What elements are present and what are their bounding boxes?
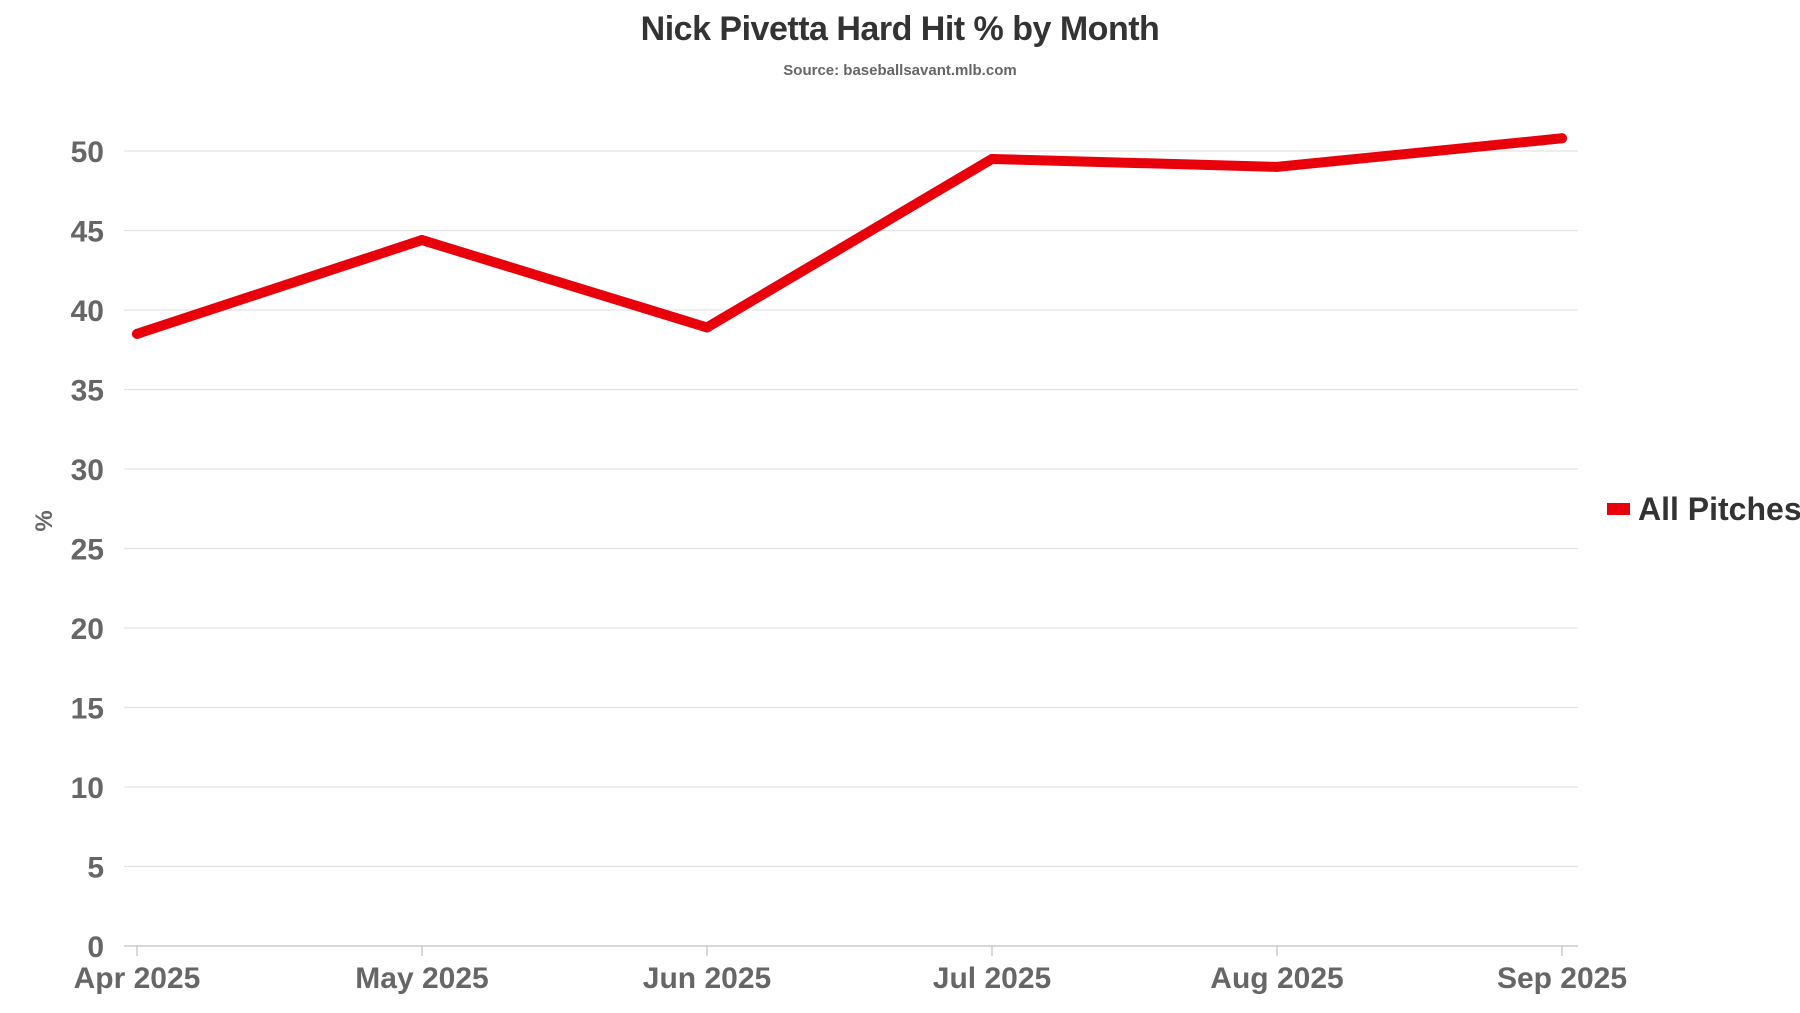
y-tick-label: 20 [71, 613, 104, 646]
data-point [417, 235, 427, 246]
x-tick-label: Sep 2025 [1497, 962, 1627, 995]
y-tick-label: 40 [71, 295, 104, 328]
y-tick-label: 25 [71, 534, 104, 567]
legend: All Pitches [1607, 491, 1800, 527]
axes: 0 5 10 15 20 25 30 35 40 45 50 Apr 2025 May 2025 Jun … [31, 136, 1627, 995]
data-point [1557, 133, 1567, 144]
data-point [702, 322, 712, 333]
y-tick-label: 10 [71, 772, 104, 805]
legend-label: All Pitches [1638, 491, 1800, 527]
x-tick-label: Jun 2025 [643, 962, 771, 995]
x-tick-label: Apr 2025 [74, 962, 201, 995]
chart-title: Nick Pivetta Hard Hit % by Month [640, 10, 1160, 48]
series-layer [132, 133, 1567, 339]
gridlines [124, 150, 1578, 868]
data-point [1272, 161, 1282, 172]
x-tick-label: Jul 2025 [933, 962, 1051, 995]
y-tick-label: 45 [71, 216, 104, 249]
y-tick-label: 50 [71, 136, 104, 169]
x-tick-label: May 2025 [355, 962, 488, 995]
y-tick-label: 35 [71, 375, 104, 408]
y-axis-title: % [31, 510, 58, 531]
legend-swatch [1607, 503, 1630, 515]
y-tick-label: 15 [71, 693, 104, 726]
y-tick-label: 0 [87, 931, 104, 964]
chart-subtitle: Source: baseballsavant.mlb.com [783, 62, 1017, 79]
data-point [132, 328, 142, 339]
series-line-all-pitches [132, 133, 1567, 339]
data-point [987, 153, 997, 164]
y-tick-label: 30 [71, 454, 104, 487]
y-tick-label: 5 [87, 852, 104, 885]
x-tick-label: Aug 2025 [1210, 962, 1343, 995]
